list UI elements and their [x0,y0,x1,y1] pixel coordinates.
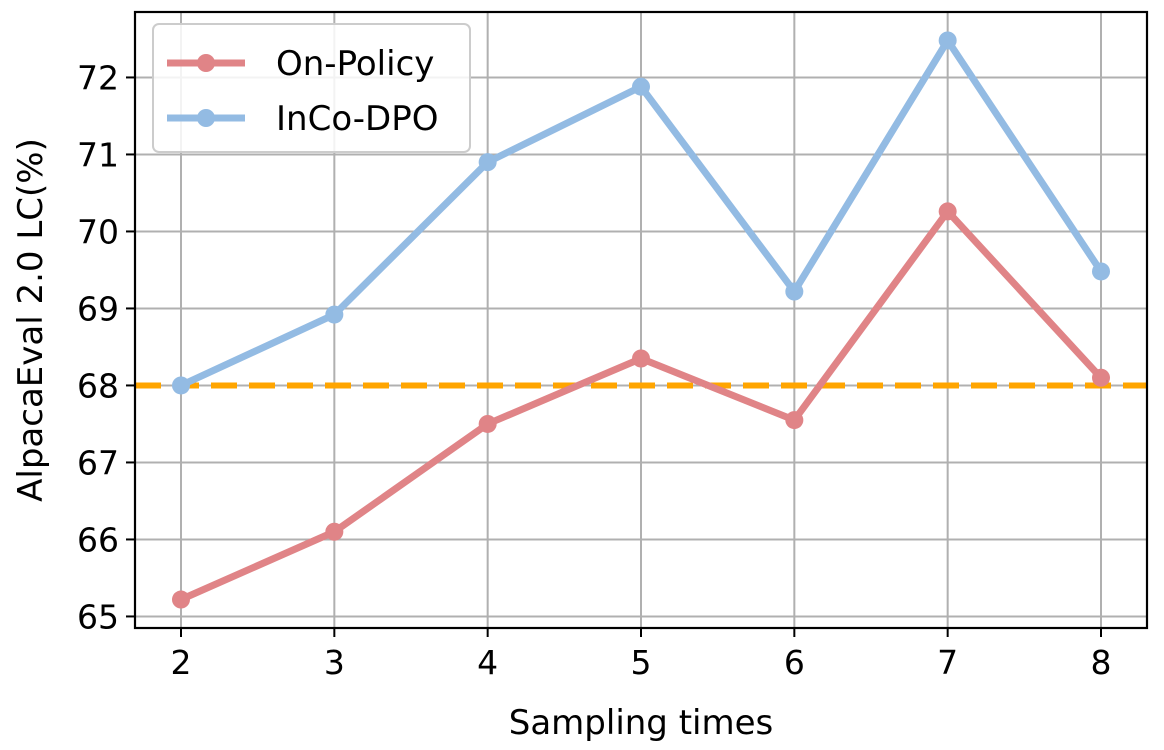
legend-label: On-Policy [276,44,434,84]
data-point [632,77,650,96]
series-on-policy [172,202,1110,609]
data-point [478,414,497,433]
legend-label: InCo-DPO [276,99,438,139]
y-axis-label: AlpacaEval 2.0 LC(%) [11,138,51,502]
x-tick-label: 7 [937,643,958,682]
x-tick-label: 4 [477,643,498,682]
legend: On-Policy InCo-DPO [152,23,471,153]
legend-swatch-marker [197,54,215,72]
x-tick-label: 5 [631,643,652,682]
data-point [938,202,957,221]
series-inco-dpo [172,31,1110,395]
x-tick-label: 2 [171,643,192,682]
data-point [632,349,650,368]
y-tick-label: 66 [77,520,119,559]
x-tick-label: 6 [784,643,805,682]
data-point [172,590,190,609]
x-axis-label: Sampling times [509,703,773,743]
data-point [478,153,497,172]
data-point [1092,368,1110,387]
data-point [172,376,190,395]
y-tick-label: 70 [77,212,119,251]
data-point [325,522,344,541]
data-point [785,411,804,430]
data-point [325,305,344,324]
y-tick-label: 69 [77,289,119,328]
y-tick-label: 72 [77,58,119,97]
x-tick-label: 3 [324,643,345,682]
y-tick-label: 67 [77,443,119,482]
x-axis-ticks: 2 3 4 5 6 7 8 [171,628,1112,682]
data-point [938,31,957,50]
series-layer [172,31,1110,609]
y-tick-label: 65 [77,597,119,636]
y-tick-label: 71 [77,135,119,174]
data-point [1092,262,1110,281]
legend-swatch-marker [197,109,215,127]
y-tick-label: 68 [77,366,119,405]
x-tick-label: 8 [1091,643,1112,682]
data-point [785,282,804,301]
y-axis-ticks: 65 66 67 68 69 70 71 72 [77,58,135,636]
